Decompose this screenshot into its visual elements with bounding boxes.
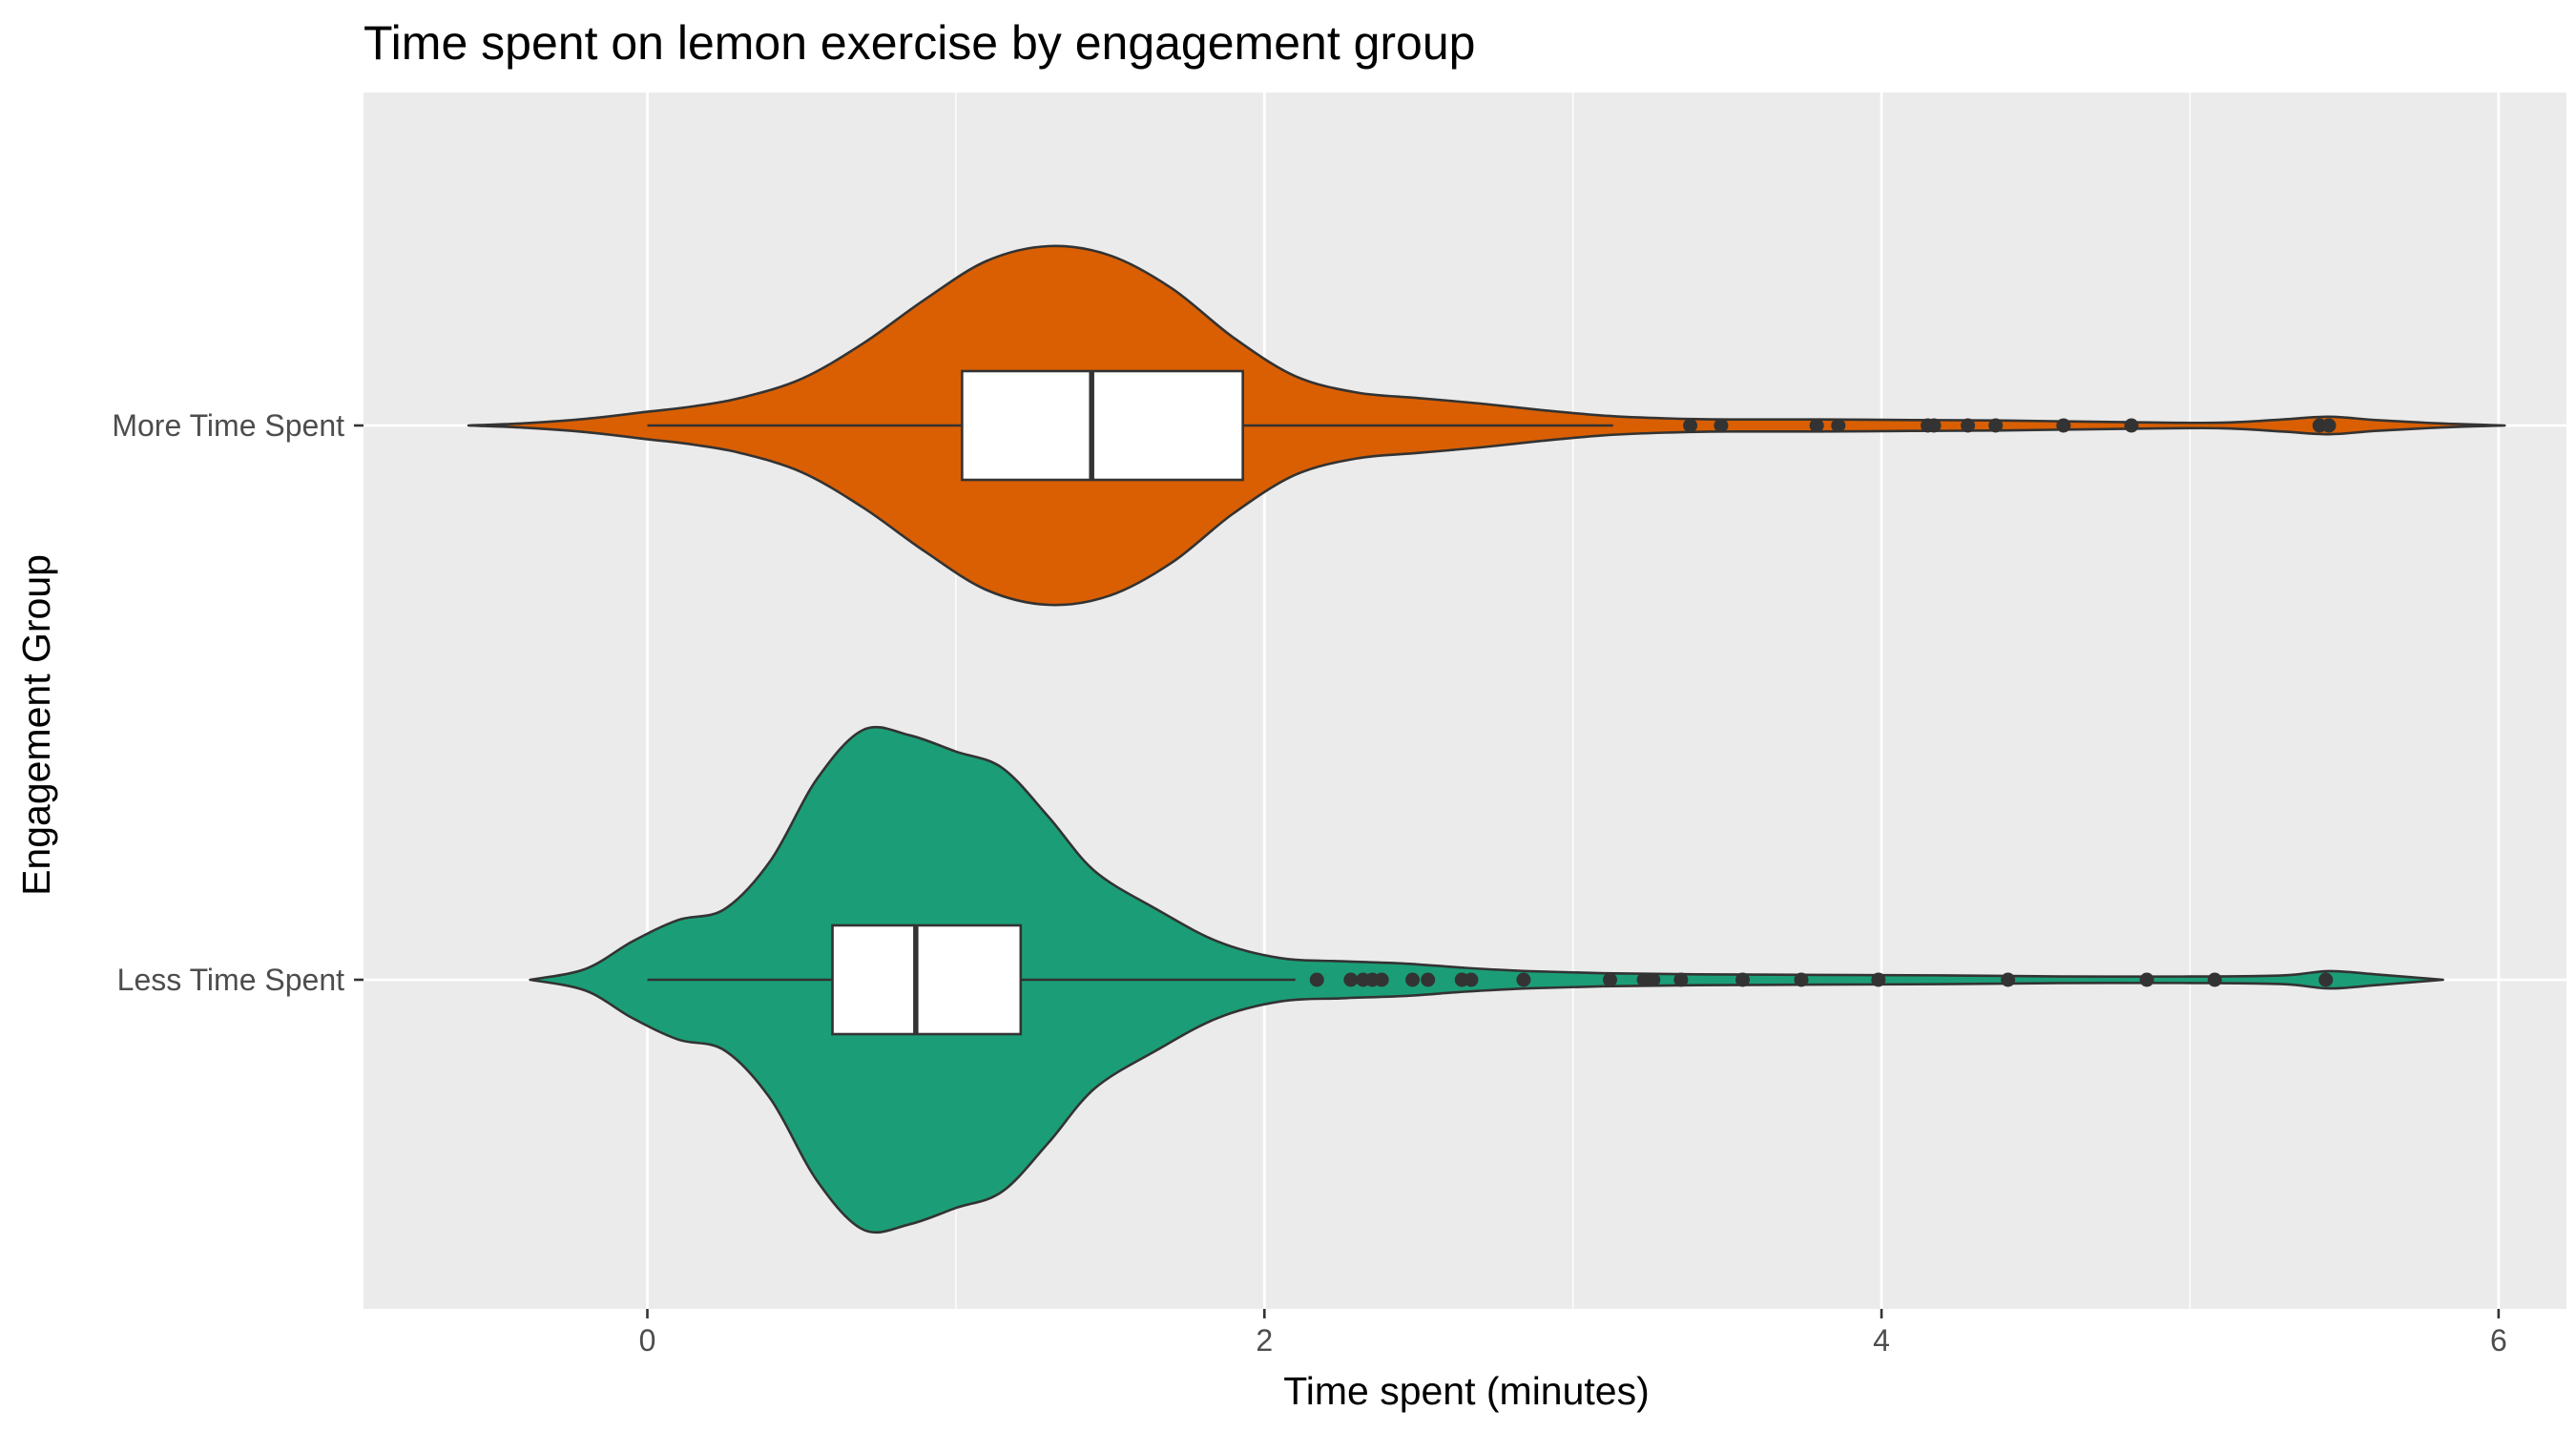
outlier-point bbox=[1926, 418, 1942, 433]
outlier-point bbox=[2321, 418, 2337, 433]
outlier-point bbox=[1735, 972, 1751, 987]
outlier-point bbox=[1871, 972, 1886, 987]
outlier-point bbox=[2056, 418, 2071, 433]
chart-title: Time spent on lemon exercise by engageme… bbox=[364, 16, 1475, 70]
outlier-point bbox=[1809, 418, 1824, 433]
x-tick-label: 6 bbox=[2490, 1323, 2507, 1358]
outlier-point bbox=[1646, 972, 1661, 987]
violin-less-time-spent bbox=[529, 725, 2444, 1234]
box-more-time-spent bbox=[961, 369, 1244, 482]
outlier-point bbox=[1516, 972, 1531, 987]
y-tick-label: Less Time Spent bbox=[117, 963, 344, 997]
outlier-point bbox=[2124, 418, 2139, 433]
outlier-point bbox=[1961, 418, 1976, 433]
outlier-point bbox=[1309, 972, 1324, 987]
x-tick-label: 4 bbox=[1873, 1323, 1890, 1358]
outlier-point bbox=[1374, 972, 1389, 987]
outlier-point bbox=[1831, 418, 1846, 433]
x-tick-label: 2 bbox=[1256, 1323, 1273, 1358]
outlier-point bbox=[1988, 418, 2004, 433]
outlier-point bbox=[1714, 418, 1729, 433]
box-less-time-spent bbox=[831, 923, 1023, 1036]
outlier-layer bbox=[1309, 418, 2337, 987]
outlier-point bbox=[2139, 972, 2154, 987]
plot-panel bbox=[364, 93, 2566, 1309]
y-axis: More Time Spent Less Time Spent bbox=[112, 408, 364, 997]
outlier-point bbox=[2318, 972, 2334, 987]
outlier-point bbox=[1405, 972, 1421, 987]
y-axis-title: Engagement Group bbox=[14, 554, 58, 896]
outlier-point bbox=[1794, 972, 1809, 987]
boxplot-layer bbox=[647, 369, 1613, 1036]
outlier-point bbox=[1343, 972, 1359, 987]
outlier-point bbox=[2001, 972, 2016, 987]
x-tick-label: 0 bbox=[639, 1323, 656, 1358]
y-tick-label: More Time Spent bbox=[112, 408, 344, 443]
outlier-point bbox=[2207, 972, 2222, 987]
outlier-point bbox=[1683, 418, 1698, 433]
outlier-point bbox=[1602, 972, 1617, 987]
outlier-point bbox=[1464, 972, 1479, 987]
outlier-point bbox=[1673, 972, 1689, 987]
outlier-point bbox=[1421, 972, 1436, 987]
x-axis: 0 2 4 6 bbox=[639, 1309, 2507, 1358]
x-axis-title: Time spent (minutes) bbox=[1283, 1369, 1650, 1413]
